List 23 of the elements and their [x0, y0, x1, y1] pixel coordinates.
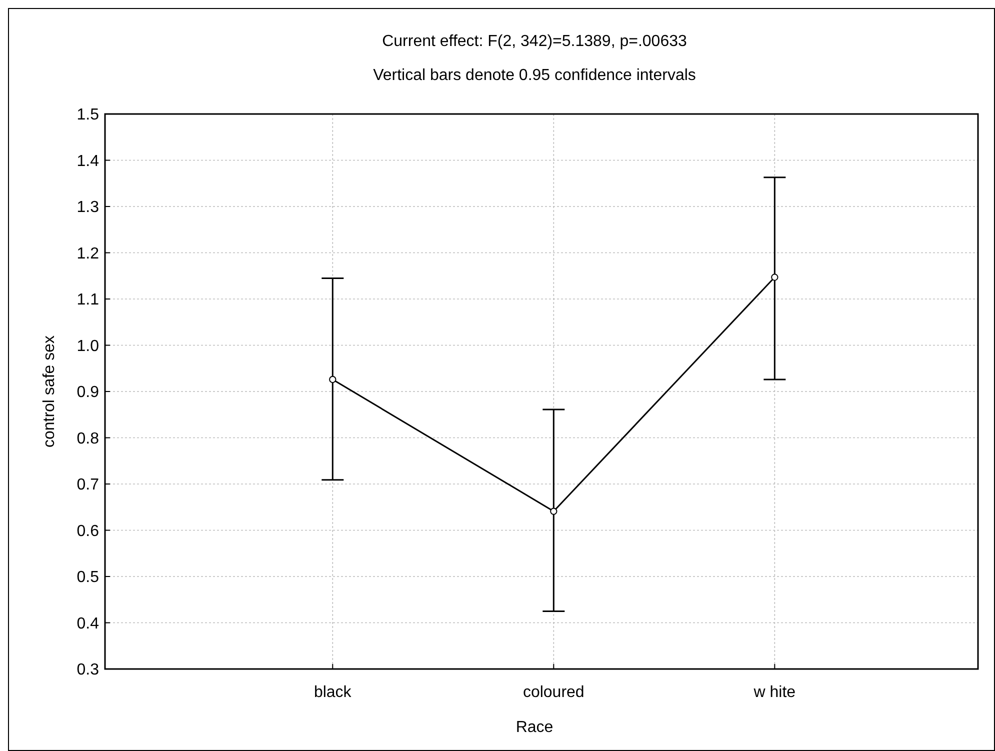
y-tick-label: 0.3: [76, 662, 100, 679]
x-tick-label: coloured: [522, 684, 584, 701]
y-tick-label: 1.4: [76, 152, 100, 170]
point: [329, 376, 336, 384]
y-tick-label: 0.7: [76, 476, 100, 494]
y-tick-label: 1.5: [76, 106, 100, 124]
point: [550, 508, 558, 515]
y-tick-label: 1.3: [76, 199, 100, 216]
y-tick-label: 0.8: [76, 430, 100, 448]
y-tick-label: 0.4: [76, 615, 100, 632]
y-tick-label: 1.2: [76, 245, 100, 262]
y-tick-label: 0.6: [76, 522, 100, 540]
y-tick-label: 1.1: [76, 292, 100, 309]
y-tick-label: 0.9: [76, 384, 100, 402]
chart-title: Current effect: F(2, 342)=5.1389, p=.00633: [382, 33, 687, 50]
x-axis-title: Race: [516, 719, 554, 736]
point: [771, 274, 778, 281]
y-axis-title: control safe sex: [41, 335, 58, 448]
chart-subtitle: Vertical bars denote 0.95 confidence intervals: [373, 67, 696, 84]
y-tick-label: 1.0: [76, 338, 100, 355]
y-tick-label: 0.5: [76, 569, 100, 586]
x-tick-label: black: [314, 684, 352, 701]
x-tick-label: w hite: [752, 684, 796, 701]
